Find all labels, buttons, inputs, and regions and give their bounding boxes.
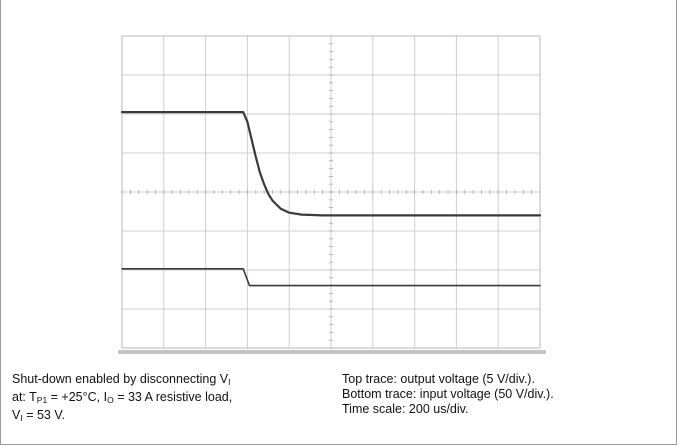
caption-conditions: Shut-down enabled by disconnecting VI at… bbox=[12, 372, 342, 426]
input-voltage-trace bbox=[121, 268, 541, 287]
caption-left-line-1: Shut-down enabled by disconnecting VI bbox=[12, 372, 231, 387]
oscilloscope-plot bbox=[118, 35, 546, 354]
caption-traces: Top trace: output voltage (5 V/div.). Bo… bbox=[342, 372, 662, 417]
caption-top-trace: Top trace: output voltage (5 V/div.). bbox=[342, 372, 535, 386]
caption-time-scale: Time scale: 200 us/div. bbox=[342, 402, 469, 416]
caption-left-line-3: VI = 53 V. bbox=[12, 408, 66, 423]
center-axis-ticks bbox=[121, 35, 541, 349]
traces bbox=[120, 110, 542, 287]
plot-bottom-bar bbox=[118, 350, 546, 354]
caption-bottom-trace: Bottom trace: input voltage (50 V/div.). bbox=[342, 387, 554, 401]
caption-left-line-2: at: TP1 = +25°C, IO = 33 A resistive loa… bbox=[12, 390, 233, 405]
output-voltage-trace bbox=[120, 110, 542, 217]
